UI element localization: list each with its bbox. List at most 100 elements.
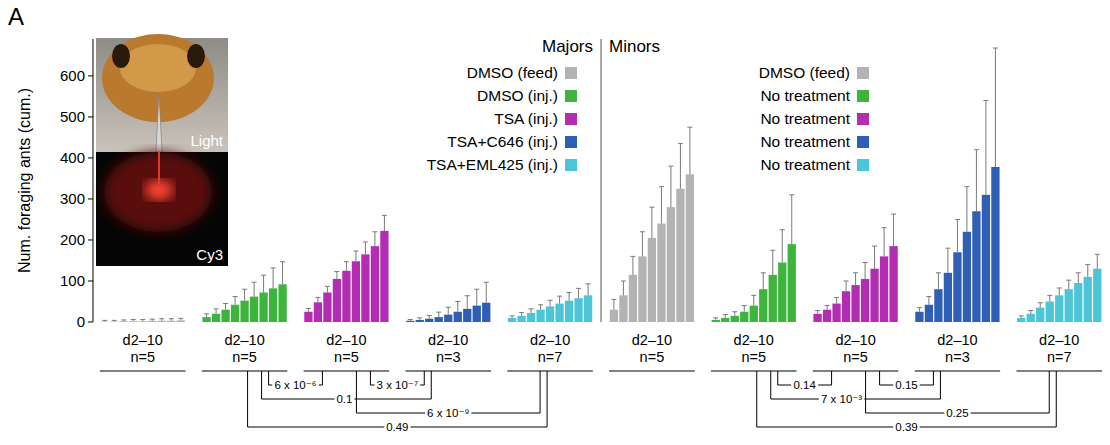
bar [1046,301,1054,322]
legend-swatch [565,67,577,79]
bar [759,289,767,322]
brackets [248,371,1057,427]
bar [915,312,923,322]
label-patch [819,392,864,405]
legend-swatch [565,113,577,125]
bar [657,224,665,322]
error-bar [159,319,164,321]
bar [944,273,952,322]
error-bar [640,232,645,257]
bar [813,314,821,322]
error-bar [417,318,422,320]
error-bar [233,297,238,305]
group-underline [813,371,899,372]
bar [832,304,840,322]
bar [482,303,490,322]
n-label: n=7 [1047,349,1072,365]
error-bar [131,320,136,322]
group-underline [304,371,390,372]
bar [158,321,166,322]
y-tick-label: 100 [60,272,85,289]
group-underline [711,371,797,372]
error-bar [926,297,931,305]
bar [769,275,777,322]
error-bar [723,315,728,318]
inset-head-highlight [120,44,196,92]
bar [371,246,379,322]
bar [361,254,369,322]
error-bar [770,250,775,275]
inset-needle [156,93,162,152]
error-bar [687,127,692,174]
bar [861,279,869,322]
inset-label: Light [190,132,223,149]
p-value-label: 7 x 10⁻³ [821,393,862,405]
bar [982,195,990,322]
y-axis-line [93,39,94,322]
legend-title: Majors [542,37,593,56]
bar [508,318,516,322]
bar [963,232,971,322]
error-bar [280,262,285,285]
error-bar [150,319,155,321]
error-bar [853,273,858,285]
bar [934,289,942,322]
error-bar [529,309,534,313]
error-bar [474,289,479,305]
bar [1036,308,1044,322]
bar [686,174,694,322]
error-bar [945,248,950,273]
bar [991,167,999,322]
legend-label: TSA (inj.) [494,110,558,127]
error-bar [917,308,922,312]
n-label: n=3 [945,349,970,365]
bar [972,211,980,322]
legend-label: No treatment [760,87,850,104]
y-tick [88,75,93,76]
error-bar [668,166,673,207]
plot-area [101,48,1102,322]
bar [574,298,582,322]
error-bar [102,320,107,321]
bar [1055,295,1063,322]
bar [676,189,684,322]
error-bar [780,230,785,263]
group-underline [406,371,492,372]
bar [565,301,573,322]
bracket-labels: 6 x 10⁻⁶3 x 10⁻⁷0.16 x 10⁻⁹0.490.140.157… [272,378,970,433]
bar [212,314,220,322]
error-bar [1057,288,1062,295]
bar [629,275,637,322]
error-bar [936,273,941,289]
bar [648,238,656,322]
error-bar [576,288,581,298]
error-bar [510,316,515,318]
error-bar [834,297,839,303]
bar [925,305,933,322]
panel-letter: A [8,3,24,30]
p-value-label: 6 x 10⁻⁶ [274,379,316,391]
bar [323,292,331,322]
error-bar [538,305,543,310]
y-tick [88,280,93,281]
bar [953,252,961,322]
error-bar [955,219,960,252]
category-label: d2–10 [224,332,264,348]
error-bar [611,299,616,309]
group-underline [202,371,288,372]
bar [731,316,739,322]
error-bar [204,314,209,317]
bar [148,321,156,322]
legend-label: DMSO (feed) [759,64,850,81]
p-value-label: 0.1 [336,393,352,405]
error-bar [1038,303,1043,308]
error-bar [964,187,969,232]
bar [1017,318,1025,322]
p-value-label: 0.15 [895,379,917,391]
bar [546,306,554,322]
bar [619,295,627,322]
error-bar [353,251,358,261]
legend-label: No treatment [760,110,850,127]
error-bar [742,306,747,312]
category-label: d2–10 [530,332,570,348]
